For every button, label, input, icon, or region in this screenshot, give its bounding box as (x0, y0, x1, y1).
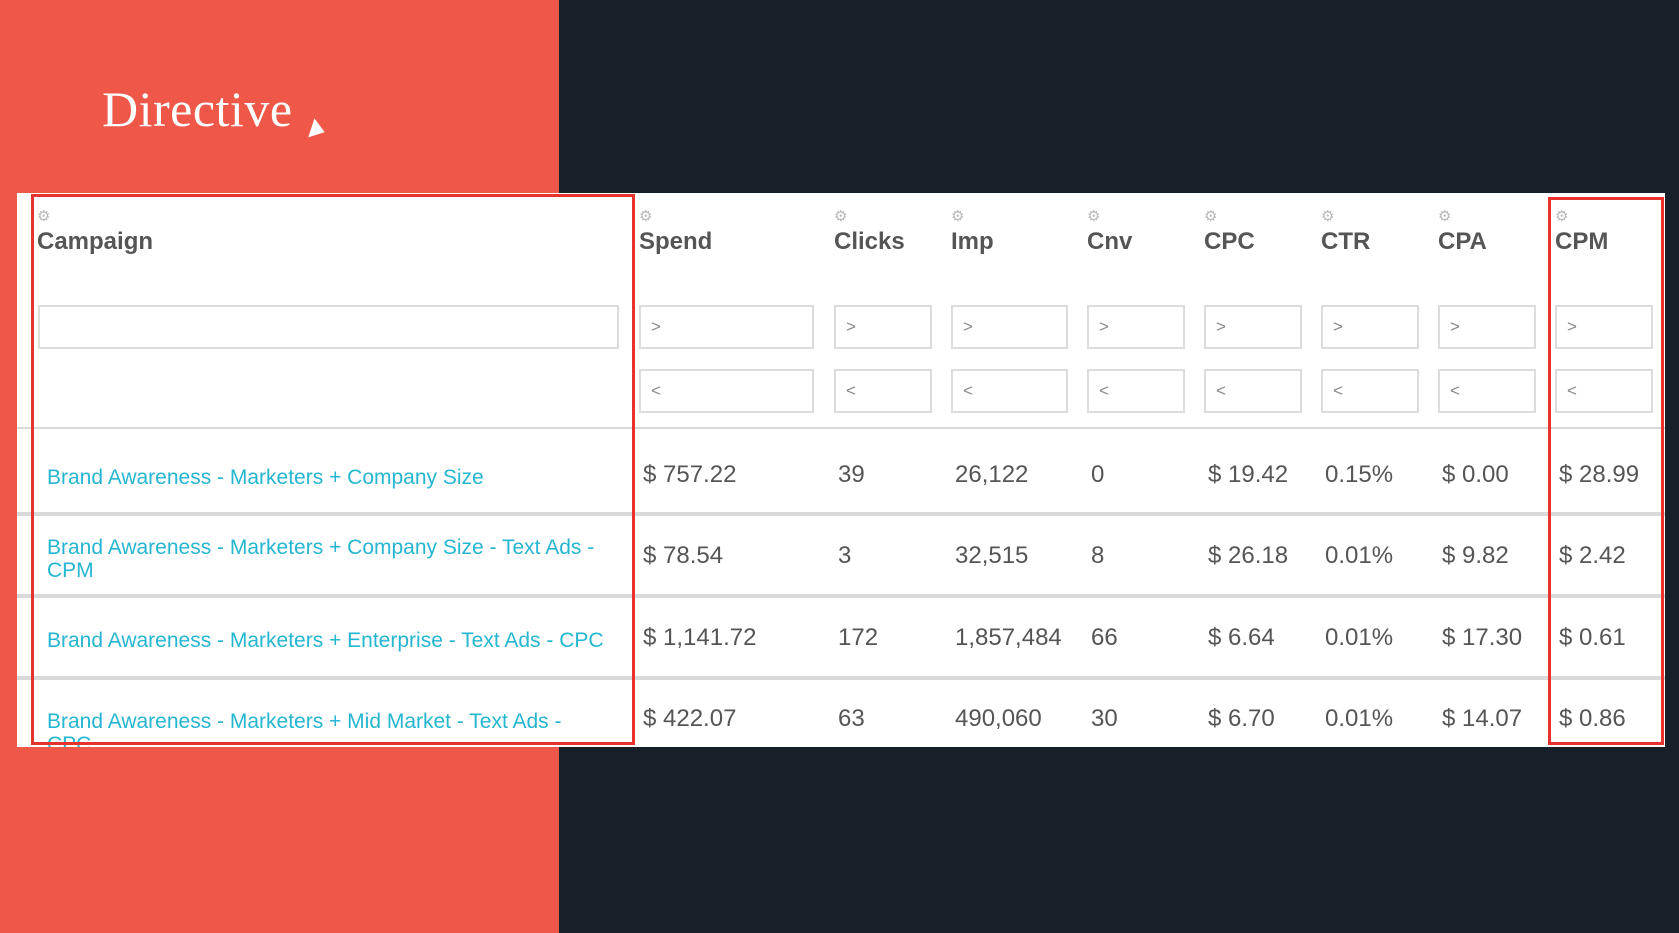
row-divider (17, 512, 1665, 516)
cpm-cell: $ 28.99 (1559, 461, 1640, 488)
cpa-cell: $ 17.30 (1442, 624, 1523, 651)
cnv-cell: 30 (1091, 705, 1118, 732)
column-header-campaign[interactable]: ⚙ Campaign (37, 208, 154, 255)
imp-min-filter[interactable] (951, 305, 1068, 349)
column-header-ctr[interactable]: ⚙ CTR (1321, 208, 1371, 255)
campaign-link[interactable]: Brand Awareness - Marketers + Company Si… (47, 466, 484, 489)
cpc-min-filter[interactable] (1204, 305, 1302, 349)
cpm-min-filter[interactable] (1555, 305, 1653, 349)
imp-cell: 490,060 (955, 705, 1042, 732)
cpm-cell: $ 2.42 (1559, 542, 1626, 569)
campaign-link[interactable]: Brand Awareness - Marketers + Company Si… (47, 536, 595, 582)
imp-max-filter[interactable] (951, 369, 1068, 413)
gear-icon[interactable]: ⚙ (834, 208, 848, 225)
imp-cell: 26,122 (955, 461, 1029, 488)
campaign-link[interactable]: Brand Awareness - Marketers + Mid Market… (47, 710, 562, 747)
column-header-cpm[interactable]: ⚙ CPM (1555, 208, 1609, 255)
clicks-min-filter[interactable] (834, 305, 932, 349)
gear-icon[interactable]: ⚙ (639, 208, 653, 225)
cnv-max-filter[interactable] (1087, 369, 1185, 413)
spend-cell: $ 1,141.72 (643, 624, 757, 651)
imp-cell: 1,857,484 (955, 624, 1062, 651)
clicks-cell: 172 (838, 624, 879, 651)
gear-icon[interactable]: ⚙ (1438, 208, 1452, 225)
column-header-spend[interactable]: ⚙ Spend (639, 208, 713, 255)
directive-logo: Directive (102, 81, 293, 137)
cnv-cell: 0 (1091, 461, 1105, 488)
cpa-min-filter[interactable] (1438, 305, 1536, 349)
cnv-cell: 8 (1091, 542, 1105, 569)
gear-icon[interactable]: ⚙ (951, 208, 965, 225)
cpm-cell: $ 0.86 (1559, 705, 1626, 732)
spend-cell: $ 422.07 (643, 705, 737, 732)
ctr-cell: 0.01% (1325, 542, 1394, 569)
spend-min-filter[interactable] (639, 305, 814, 349)
clicks-cell: 63 (838, 705, 865, 732)
gear-icon[interactable]: ⚙ (1555, 208, 1569, 225)
ctr-cell: 0.01% (1325, 705, 1394, 732)
campaign-filter-input[interactable] (38, 305, 619, 349)
cpa-cell: $ 9.82 (1442, 542, 1509, 569)
ctr-max-filter[interactable] (1321, 369, 1419, 413)
cpa-max-filter[interactable] (1438, 369, 1536, 413)
gear-icon[interactable]: ⚙ (37, 208, 51, 225)
campaign-link[interactable]: Brand Awareness - Marketers + Enterprise… (47, 629, 604, 652)
cpc-cell: $ 26.18 (1208, 542, 1289, 569)
cpa-cell: $ 14.07 (1442, 705, 1523, 732)
column-header-imp[interactable]: ⚙ Imp (951, 208, 994, 255)
cnv-cell: 66 (1091, 624, 1118, 651)
clicks-max-filter[interactable] (834, 369, 932, 413)
gear-icon[interactable]: ⚙ (1204, 208, 1218, 225)
column-header-cpa[interactable]: ⚙ CPA (1438, 208, 1487, 255)
cpc-cell: $ 6.64 (1208, 624, 1275, 651)
spend-max-filter[interactable] (639, 369, 814, 413)
ctr-cell: 0.01% (1325, 624, 1394, 651)
gear-icon[interactable]: ⚙ (1087, 208, 1101, 225)
spend-cell: $ 78.54 (643, 542, 724, 569)
ctr-min-filter[interactable] (1321, 305, 1419, 349)
clicks-cell: 39 (838, 461, 865, 488)
row-divider (17, 594, 1665, 598)
column-header-clicks[interactable]: ⚙ Clicks (834, 208, 905, 255)
clicks-cell: 3 (838, 542, 852, 569)
cpm-cell: $ 0.61 (1559, 624, 1626, 651)
imp-cell: 32,515 (955, 542, 1029, 569)
cnv-min-filter[interactable] (1087, 305, 1185, 349)
cpa-cell: $ 0.00 (1442, 461, 1509, 488)
campaign-table: ⚙ Campaign ⚙ Spend ⚙ Clicks ⚙ Imp ⚙ Cnv ⚙ CPC … (17, 193, 1665, 747)
ctr-cell: 0.15% (1325, 461, 1394, 488)
gear-icon[interactable]: ⚙ (1321, 208, 1335, 225)
column-header-cnv[interactable]: ⚙ Cnv (1087, 208, 1133, 255)
cpc-max-filter[interactable] (1204, 369, 1302, 413)
column-header-cpc[interactable]: ⚙ CPC (1204, 208, 1255, 255)
cpc-cell: $ 19.42 (1208, 461, 1289, 488)
cpm-max-filter[interactable] (1555, 369, 1653, 413)
spend-cell: $ 757.22 (643, 461, 737, 488)
header-divider (17, 427, 1665, 429)
cpc-cell: $ 6.70 (1208, 705, 1275, 732)
row-divider (17, 676, 1665, 680)
